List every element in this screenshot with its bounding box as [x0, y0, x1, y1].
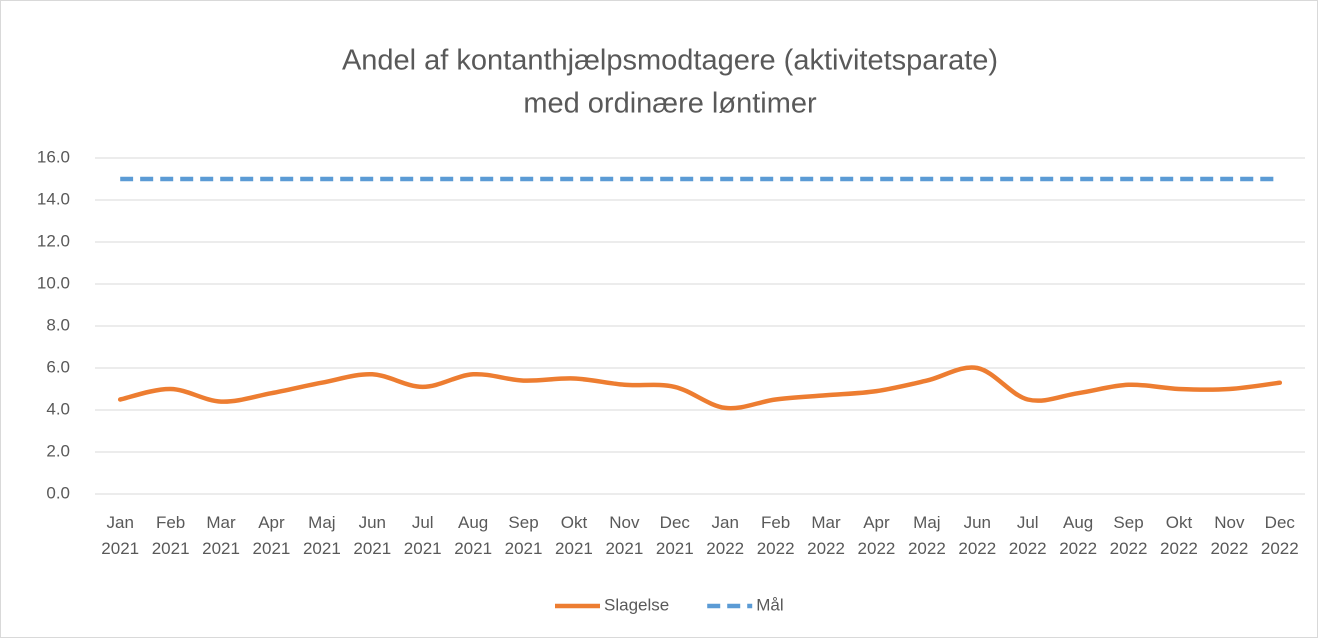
y-tick-label: 6.0: [46, 357, 70, 376]
x-tick-label: Dec 2021: [656, 513, 694, 558]
x-tick-label: Feb 2022: [757, 513, 795, 558]
x-tick-label: Sep 2022: [1110, 513, 1148, 558]
legend-label: Slagelse: [604, 595, 669, 614]
series-line: [117, 365, 1283, 411]
x-tick-label: Mar 2021: [202, 513, 240, 558]
y-tick-label: 0.0: [46, 483, 70, 502]
x-tick-label: Maj 2021: [303, 513, 341, 558]
x-tick-label: Jan 2021: [101, 513, 139, 558]
x-tick-label: Sep 2021: [505, 513, 543, 558]
x-tick-label: Nov 2022: [1210, 513, 1248, 558]
legend-label: Mål: [756, 595, 783, 614]
x-tick-label: Jan 2022: [706, 513, 744, 558]
y-tick-label: 2.0: [46, 441, 70, 460]
x-tick-label: Jul 2021: [404, 513, 442, 558]
y-tick-label: 12.0: [37, 231, 70, 250]
y-tick-label: 10.0: [37, 273, 70, 292]
x-tick-label: Okt 2021: [555, 513, 593, 558]
x-tick-label: Nov 2021: [605, 513, 643, 558]
x-tick-label: Apr 2022: [858, 513, 896, 558]
chart-title: med ordinære løntimer: [523, 88, 817, 120]
y-tick-label: 4.0: [46, 399, 70, 418]
x-tick-label: Dec 2022: [1261, 513, 1299, 558]
x-tick-label: Maj 2022: [908, 513, 946, 558]
x-tick-label: Apr 2021: [253, 513, 291, 558]
x-tick-label: Jun 2021: [353, 513, 391, 558]
x-tick-label: Okt 2022: [1160, 513, 1198, 558]
y-tick-label: 16.0: [37, 147, 70, 166]
y-tick-label: 14.0: [37, 189, 70, 208]
x-tick-label: Feb 2021: [152, 513, 190, 558]
x-tick-label: Aug 2022: [1059, 513, 1097, 558]
x-tick-label: Aug 2021: [454, 513, 492, 558]
y-tick-label: 8.0: [46, 315, 70, 334]
chart-title: Andel af kontanthjælpsmodtagere (aktivit…: [342, 45, 998, 77]
x-tick-label: Jul 2022: [1009, 513, 1047, 558]
x-tick-label: Mar 2022: [807, 513, 845, 558]
x-tick-label: Jun 2022: [958, 513, 996, 558]
